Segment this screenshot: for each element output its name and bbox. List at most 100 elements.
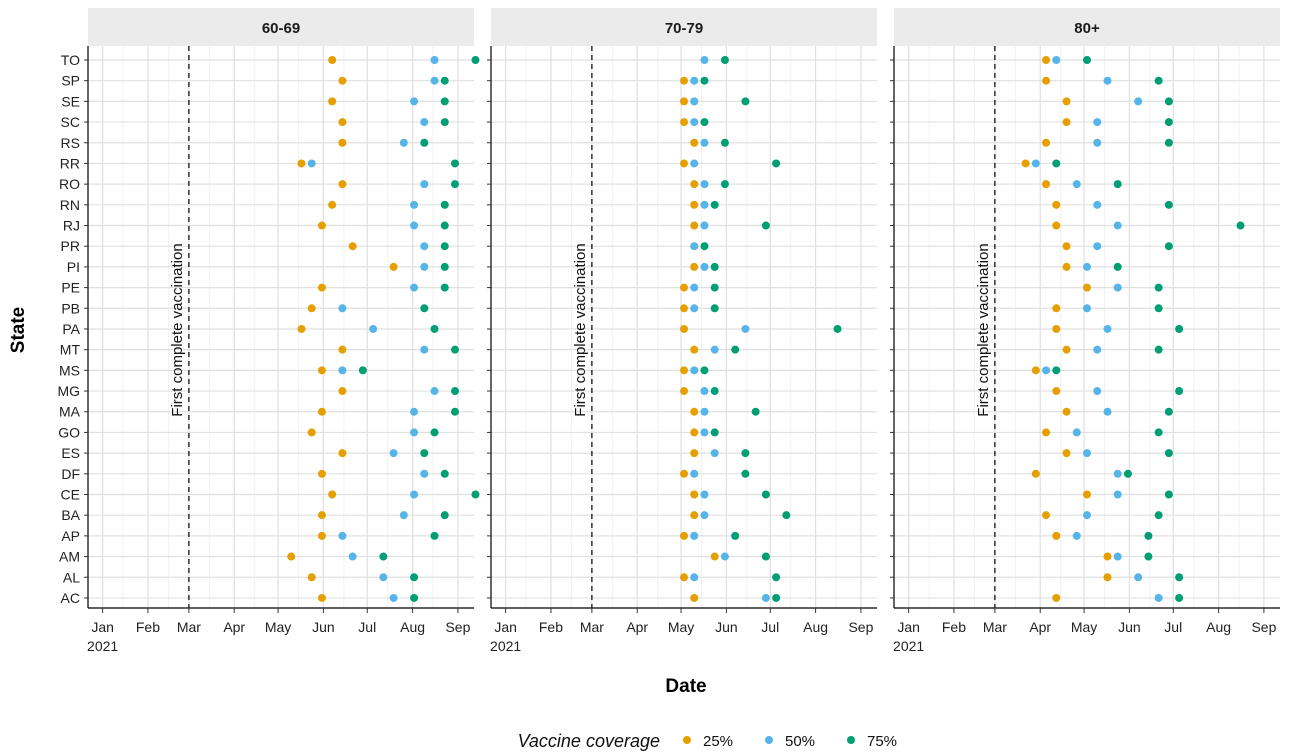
- point-50pct-RJ: [700, 221, 709, 230]
- point-75pct-AL: [772, 573, 781, 582]
- point-75pct-GO: [430, 428, 439, 437]
- y-tick-label: AL: [63, 569, 80, 585]
- point-50pct-BA: [1083, 511, 1091, 520]
- panel-3: 80+ Jan Feb Mar Apr May Jun Jul Aug Sep 2021 First …: [890, 8, 1280, 654]
- data-points: [680, 56, 842, 602]
- x-tick-label: Jan: [494, 619, 517, 635]
- point-75pct-AP: [731, 531, 740, 540]
- point-50pct-SE: [690, 97, 699, 106]
- point-50pct-GO: [700, 428, 709, 437]
- facet-strip: [88, 8, 474, 46]
- point-25pct-MG: [1052, 387, 1061, 396]
- point-25pct-RJ: [317, 221, 326, 230]
- point-75pct-MS: [358, 366, 367, 375]
- point-25pct-TO: [1042, 56, 1051, 64]
- point-25pct-SC: [680, 118, 688, 127]
- point-50pct-SP: [430, 76, 439, 85]
- point-75pct-PB: [710, 304, 719, 313]
- point-75pct-AC: [410, 593, 419, 602]
- point-25pct-PE: [680, 283, 688, 292]
- point-25pct-MS: [317, 366, 326, 375]
- point-25pct-CE: [690, 490, 699, 499]
- point-50pct-PB: [690, 304, 699, 313]
- point-75pct-CE: [1164, 490, 1173, 499]
- point-25pct-MA: [317, 407, 326, 416]
- point-25pct-AC: [317, 593, 326, 602]
- point-50pct-AL: [1134, 573, 1143, 582]
- point-75pct-PE: [440, 283, 449, 292]
- x-tick-label: Jun: [312, 619, 335, 635]
- point-50pct-PB: [1083, 304, 1091, 313]
- y-tick-label: MA: [59, 404, 81, 420]
- panel-1: 60-69 TO SP SE SC RS RR RO RN RJ PR PI PE PB PA MT MS MG M…: [57, 8, 480, 654]
- point-75pct-MT: [1154, 345, 1163, 354]
- point-25pct-RR: [297, 159, 306, 168]
- point-25pct-PB: [680, 304, 688, 313]
- x-tick-label: Apr: [1029, 619, 1051, 635]
- x-tick-label: Mar: [177, 619, 201, 635]
- y-tick-label: TO: [61, 52, 80, 68]
- y-tick-label: RR: [60, 155, 80, 171]
- y-tick-label: MT: [60, 342, 81, 358]
- point-50pct-ES: [389, 449, 398, 458]
- point-50pct-PR: [420, 242, 429, 251]
- point-50pct-PR: [1093, 242, 1102, 251]
- point-75pct-MS: [1052, 366, 1061, 375]
- x-tick-label: Apr: [223, 619, 245, 635]
- point-50pct-TO: [1052, 56, 1061, 64]
- point-50pct-AP: [690, 531, 699, 540]
- y-tick-label: SE: [61, 93, 80, 109]
- point-75pct-PA: [833, 324, 842, 333]
- point-25pct-DF: [317, 469, 326, 478]
- point-25pct-BA: [1042, 511, 1051, 520]
- point-50pct-DF: [690, 469, 699, 478]
- point-75pct-DF: [1123, 469, 1132, 478]
- point-50pct-MS: [338, 366, 347, 375]
- point-75pct-RR: [1052, 159, 1061, 168]
- point-50pct-DF: [420, 469, 429, 478]
- y-tick-label: RS: [61, 135, 80, 151]
- point-75pct-SC: [1164, 118, 1173, 127]
- x-tick-label: Aug: [1206, 619, 1231, 635]
- data-points: [287, 56, 480, 602]
- point-75pct-PI: [710, 262, 719, 271]
- panel-2: 70-79 Jan Feb Mar Apr May Jun Jul Aug Sep 2021 Firs…: [487, 8, 877, 654]
- legend-label: 50%: [785, 733, 815, 750]
- point-75pct-RN: [710, 200, 719, 209]
- point-25pct-MS: [1031, 366, 1040, 375]
- y-tick-label: GO: [58, 424, 80, 440]
- point-25pct-PE: [1083, 283, 1091, 292]
- legend-items: 25% 50% 75%: [683, 733, 897, 750]
- point-25pct-DF: [1031, 469, 1040, 478]
- gridlines: [894, 46, 1280, 608]
- point-75pct-AP: [430, 531, 439, 540]
- point-75pct-GO: [710, 428, 719, 437]
- point-50pct-PI: [420, 262, 429, 271]
- point-25pct-GO: [690, 428, 699, 437]
- point-25pct-AL: [307, 573, 316, 582]
- point-50pct-RN: [410, 200, 419, 209]
- point-50pct-SP: [1103, 76, 1112, 85]
- point-75pct-PI: [1113, 262, 1122, 271]
- point-25pct-ES: [1062, 449, 1071, 458]
- point-75pct-PE: [710, 283, 719, 292]
- point-75pct-SE: [741, 97, 750, 106]
- x-tick-label: Jan: [91, 619, 114, 635]
- point-50pct-TO: [430, 56, 439, 64]
- point-50pct-SC: [1093, 118, 1102, 127]
- point-75pct-PB: [1154, 304, 1163, 313]
- point-50pct-AC: [389, 593, 398, 602]
- point-50pct-AP: [338, 531, 347, 540]
- point-25pct-PI: [1062, 262, 1071, 271]
- legend-key: [847, 736, 855, 744]
- point-75pct-PA: [1175, 324, 1184, 333]
- point-25pct-SP: [338, 76, 347, 85]
- point-50pct-AC: [761, 593, 770, 602]
- point-25pct-RN: [328, 200, 337, 209]
- point-50pct-AP: [1072, 531, 1081, 540]
- point-50pct-PA: [1103, 324, 1112, 333]
- point-50pct-PE: [410, 283, 419, 292]
- facet-strip-label: 60-69: [262, 20, 300, 37]
- point-25pct-RJ: [690, 221, 699, 230]
- facet-strip-label: 70-79: [665, 20, 703, 37]
